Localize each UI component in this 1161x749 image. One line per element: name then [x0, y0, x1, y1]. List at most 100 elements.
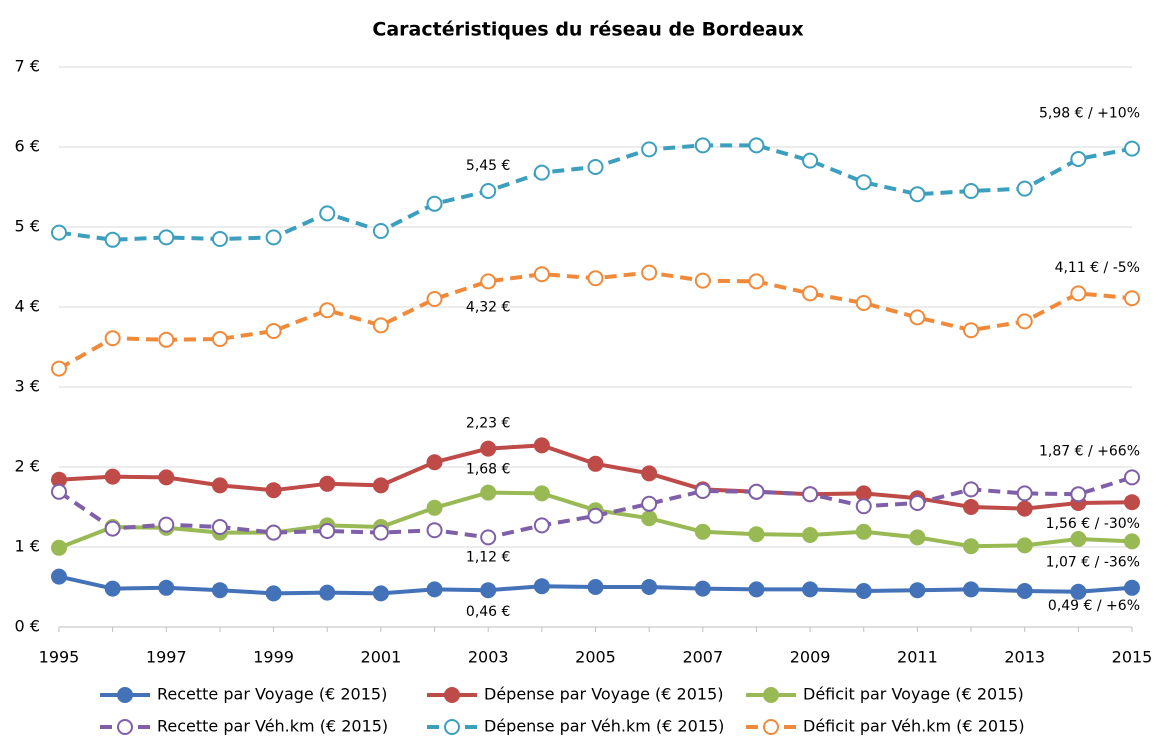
legend-label: Recette par Véh.km (€ 2015) [157, 717, 388, 736]
data-point [426, 195, 443, 212]
data-label: 1,07 € / -36% [1046, 554, 1140, 570]
data-point [909, 186, 926, 203]
data-point [748, 581, 765, 598]
data-point [963, 322, 980, 339]
data-point [265, 482, 282, 499]
data-point [104, 468, 121, 485]
y-tick-label: 7 € [15, 57, 40, 76]
y-tick-label: 6 € [15, 137, 40, 156]
data-point [1016, 485, 1033, 502]
data-point [694, 483, 711, 499]
data-point [963, 499, 980, 515]
data-point [1124, 579, 1140, 596]
data-point [158, 579, 175, 596]
data-point [480, 273, 497, 290]
data-point [641, 141, 658, 158]
data-point [963, 581, 980, 598]
data-point [1070, 531, 1087, 547]
data-point [211, 231, 228, 247]
data-point [480, 440, 497, 457]
x-tick-label: 2015 [1112, 648, 1153, 667]
x-tick-label: 1995 [39, 648, 80, 667]
data-point [1016, 313, 1033, 330]
legend-label: Dépense par Voyage (€ 2015) [484, 685, 724, 704]
data-point [1124, 290, 1140, 307]
x-tick-label: 2013 [1004, 648, 1045, 667]
data-point [909, 309, 926, 326]
data-point [265, 524, 282, 541]
data-point [641, 495, 658, 512]
data-point [480, 183, 497, 199]
data-point [51, 224, 67, 241]
data-point [587, 270, 604, 287]
data-point [372, 223, 389, 239]
data-point [802, 285, 819, 302]
data-point [1016, 180, 1033, 197]
data-point [104, 330, 121, 347]
data-point [855, 583, 872, 599]
data-point [802, 581, 819, 598]
data-point [533, 517, 550, 534]
data-point [909, 582, 926, 599]
data-point [1016, 537, 1033, 554]
data-point [1070, 583, 1087, 600]
data-point [372, 585, 389, 602]
legend-label: Dépense par Véh.km (€ 2015) [484, 717, 724, 736]
data-label: 1,56 € / -30% [1046, 516, 1140, 532]
data-point [319, 205, 336, 222]
data-point [51, 483, 67, 500]
legend-label: Déficit par Voyage (€ 2015) [803, 685, 1024, 704]
legend-marker [444, 687, 460, 703]
data-point [855, 498, 872, 515]
data-point [426, 581, 443, 598]
data-point [426, 291, 443, 307]
data-point [372, 317, 389, 334]
data-point [748, 526, 765, 543]
data-point [909, 529, 926, 546]
x-tick-label: 1999 [253, 648, 294, 667]
y-tick-label: 5 € [15, 217, 40, 236]
data-point [211, 477, 228, 494]
data-point [963, 183, 980, 199]
data-label: 1,87 € / +66% [1039, 443, 1140, 459]
x-tick-label: 2007 [682, 648, 723, 667]
data-point [265, 229, 282, 246]
data-point [319, 584, 336, 601]
data-label: 4,32 € [466, 299, 511, 315]
chart-title: Caractéristiques du réseau de Bordeaux [372, 19, 803, 41]
data-point [533, 437, 550, 454]
data-point [855, 295, 872, 311]
data-point [265, 323, 282, 339]
data-point [963, 481, 980, 498]
data-label: 0,46 € [466, 604, 511, 620]
data-point [533, 485, 550, 502]
data-point [802, 486, 819, 503]
data-label: 5,45 € [466, 158, 511, 174]
x-tick-label: 2011 [897, 648, 938, 667]
data-point [158, 331, 175, 348]
data-point [1124, 140, 1140, 157]
y-tick-label: 1 € [15, 537, 40, 556]
y-tick-label: 0 € [15, 617, 40, 636]
data-point [51, 568, 67, 585]
data-point [641, 264, 658, 281]
data-point [1016, 583, 1033, 599]
data-point [587, 507, 604, 524]
data-point [480, 582, 497, 599]
data-point [587, 159, 604, 175]
legend-marker [117, 719, 133, 735]
data-point [104, 580, 121, 597]
data-point [694, 523, 711, 540]
x-tick-label: 2001 [361, 648, 402, 667]
data-point [158, 469, 175, 486]
data-point [533, 266, 550, 283]
legend-marker [763, 719, 779, 735]
data-point [533, 164, 550, 181]
data-point [587, 579, 604, 595]
y-tick-label: 4 € [15, 297, 40, 316]
data-label: 2,23 € [466, 416, 511, 432]
data-point [480, 484, 497, 501]
data-point [1124, 494, 1140, 511]
